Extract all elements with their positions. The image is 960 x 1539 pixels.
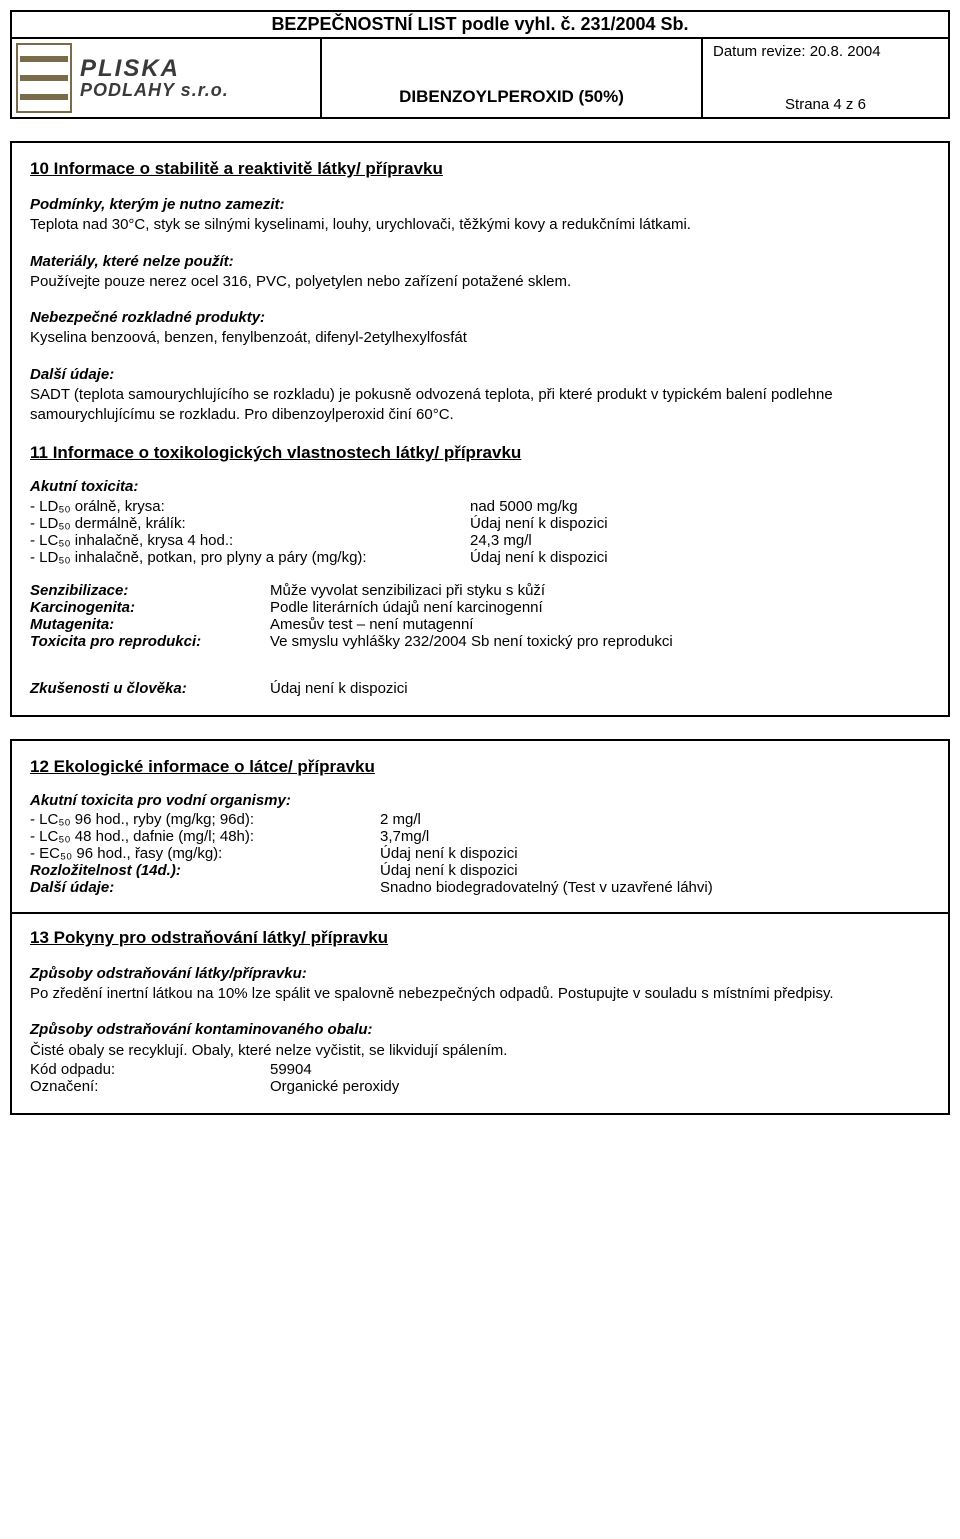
s11-row-label: - LD₅₀ dermálně, králík:: [30, 515, 470, 532]
s13-m2-text: Čisté obaly se recyklují. Obaly, které n…: [30, 1041, 930, 1061]
s10-oth-text: SADT (teplota samourychlujícího se rozkl…: [30, 385, 930, 426]
s11-acute-heading: Akutní toxicita:: [30, 477, 930, 497]
s11-row: - LD₅₀ dermálně, králík: Údaj není k dis…: [30, 515, 930, 532]
s10-cond-text: Teplota nad 30°C, styk se silnými kyseli…: [30, 215, 930, 235]
s13-desig-row: Označení: Organické peroxidy: [30, 1078, 930, 1095]
meta-cell: Datum revize: 20.8. 2004 Strana 4 z 6: [701, 39, 948, 117]
s11-exp-label: Zkušenosti u člověka:: [30, 680, 270, 697]
s11-kv-row: Karcinogenita: Podle literárních údajů n…: [30, 599, 930, 616]
s11-kv-row: Toxicita pro reprodukci: Ve smyslu vyhlá…: [30, 633, 930, 650]
section-box-12-13: 12 Ekologické informace o látce/ příprav…: [10, 739, 950, 1115]
s11-kv-row: Senzibilizace: Může vyvolat senzibilizac…: [30, 582, 930, 599]
s12-row-label: - LC₅₀ 48 hod., dafnie (mg/l; 48h):: [30, 828, 380, 845]
logo-name: PLISKA: [80, 56, 229, 81]
page: BEZPEČNOSTNÍ LIST podle vyhl. č. 231/200…: [10, 10, 950, 1115]
s11-kv-value: Podle literárních údajů není karcinogenn…: [270, 599, 930, 616]
s12-oth-row: Další údaje: Snadno biodegradovatelný (T…: [30, 879, 930, 896]
s12-row: - LC₅₀ 96 hod., ryby (mg/kg; 96d): 2 mg/…: [30, 811, 930, 828]
s13-m1-text: Po zředění inertní látkou na 10% lze spá…: [30, 984, 930, 1004]
logo-icon: [16, 43, 72, 113]
s12-acute-heading: Akutní toxicita pro vodní organismy:: [30, 791, 930, 811]
s12-deg-value: Údaj není k dispozici: [380, 862, 518, 879]
s12-oth-value: Snadno biodegradovatelný (Test v uzavřen…: [380, 879, 713, 896]
page-number: Strana 4 z 6: [713, 96, 938, 113]
s11-kv-label: Karcinogenita:: [30, 599, 270, 616]
s12-row-label: - LC₅₀ 96 hod., ryby (mg/kg; 96d):: [30, 811, 380, 828]
section-12-heading: 12 Ekologické informace o látce/ příprav…: [30, 757, 930, 777]
logo-sub: PODLAHY s.r.o.: [80, 81, 229, 100]
s10-haz-text: Kyselina benzoová, benzen, fenylbenzoát,…: [30, 328, 930, 348]
s13-desig-label: Označení:: [30, 1078, 270, 1095]
s12-deg-label: Rozložitelnost (14d.):: [30, 862, 380, 879]
s11-kv-value: Ve smyslu vyhlášky 232/2004 Sb není toxi…: [270, 633, 930, 650]
s12-row-label: - EC₅₀ 96 hod., řasy (mg/kg):: [30, 845, 380, 862]
s11-kv-label: Senzibilizace:: [30, 582, 270, 599]
s11-row-value: nad 5000 mg/kg: [470, 498, 930, 515]
s12-row-value: Údaj není k dispozici: [380, 845, 518, 862]
s11-kv-label: Toxicita pro reprodukci:: [30, 633, 270, 650]
s13-desig-value: Organické peroxidy: [270, 1078, 399, 1095]
section-11-heading: 11 Informace o toxikologických vlastnost…: [30, 443, 930, 463]
product-cell: DIBENZOYLPEROXID (50%): [322, 39, 701, 117]
s13-m2-heading: Způsoby odstraňování kontaminovaného oba…: [30, 1020, 930, 1040]
s11-row: - LD₅₀ orálně, krysa: nad 5000 mg/kg: [30, 498, 930, 515]
s11-kv-value: Amesův test – není mutagenní: [270, 616, 930, 633]
s12-oth-label: Další údaje:: [30, 879, 380, 896]
s12-row-value: 3,7mg/l: [380, 828, 429, 845]
s11-kv-row: Mutagenita: Amesův test – není mutagenní: [30, 616, 930, 633]
s12-deg-row: Rozložitelnost (14d.): Údaj není k dispo…: [30, 862, 930, 879]
s11-row-label: - LD₅₀ inhalačně, potkan, pro plyny a pá…: [30, 549, 470, 566]
product-name: DIBENZOYLPEROXID (50%): [399, 87, 624, 107]
logo-text: PLISKA PODLAHY s.r.o.: [80, 56, 229, 100]
logo-cell: PLISKA PODLAHY s.r.o.: [12, 39, 322, 117]
s11-kv-value: Může vyvolat senzibilizaci při styku s k…: [270, 582, 930, 599]
s10-mat-text: Používejte pouze nerez ocel 316, PVC, po…: [30, 272, 930, 292]
s11-row-label: - LD₅₀ orálně, krysa:: [30, 498, 470, 515]
s11-row-value: 24,3 mg/l: [470, 532, 930, 549]
s12-row: - LC₅₀ 48 hod., dafnie (mg/l; 48h): 3,7m…: [30, 828, 930, 845]
revision-date: Datum revize: 20.8. 2004: [713, 43, 938, 60]
section-10-heading: 10 Informace o stabilitě a reaktivitě lá…: [30, 159, 930, 179]
s11-exp-value: Údaj není k dispozici: [270, 680, 930, 697]
s13-m1-heading: Způsoby odstraňování látky/přípravku:: [30, 964, 930, 984]
s10-oth-heading: Další údaje:: [30, 365, 930, 385]
s11-row-value: Údaj není k dispozici: [470, 549, 930, 566]
s13-code-row: Kód odpadu: 59904: [30, 1061, 930, 1078]
s12-row-value: 2 mg/l: [380, 811, 421, 828]
s11-exp-row: Zkušenosti u člověka: Údaj není k dispoz…: [30, 680, 930, 697]
s13-code-value: 59904: [270, 1061, 312, 1078]
divider: [12, 912, 948, 914]
s11-row-value: Údaj není k dispozici: [470, 515, 930, 532]
s13-code-label: Kód odpadu:: [30, 1061, 270, 1078]
header-row: PLISKA PODLAHY s.r.o. DIBENZOYLPEROXID (…: [12, 37, 948, 117]
section-box-10-11: 10 Informace o stabilitě a reaktivitě lá…: [10, 141, 950, 717]
s11-row-label: - LC₅₀ inhalačně, krysa 4 hod.:: [30, 532, 470, 549]
s10-haz-heading: Nebezpečné rozkladné produkty:: [30, 308, 930, 328]
s11-row: - LC₅₀ inhalačně, krysa 4 hod.: 24,3 mg/…: [30, 532, 930, 549]
header-box: BEZPEČNOSTNÍ LIST podle vyhl. č. 231/200…: [10, 10, 950, 119]
s12-row: - EC₅₀ 96 hod., řasy (mg/kg): Údaj není …: [30, 845, 930, 862]
section-13-heading: 13 Pokyny pro odstraňování látky/ přípra…: [30, 928, 930, 948]
s11-kv-label: Mutagenita:: [30, 616, 270, 633]
s10-cond-heading: Podmínky, kterým je nutno zamezit:: [30, 195, 930, 215]
s11-row: - LD₅₀ inhalačně, potkan, pro plyny a pá…: [30, 549, 930, 566]
doc-title: BEZPEČNOSTNÍ LIST podle vyhl. č. 231/200…: [12, 12, 948, 37]
s10-mat-heading: Materiály, které nelze použít:: [30, 252, 930, 272]
